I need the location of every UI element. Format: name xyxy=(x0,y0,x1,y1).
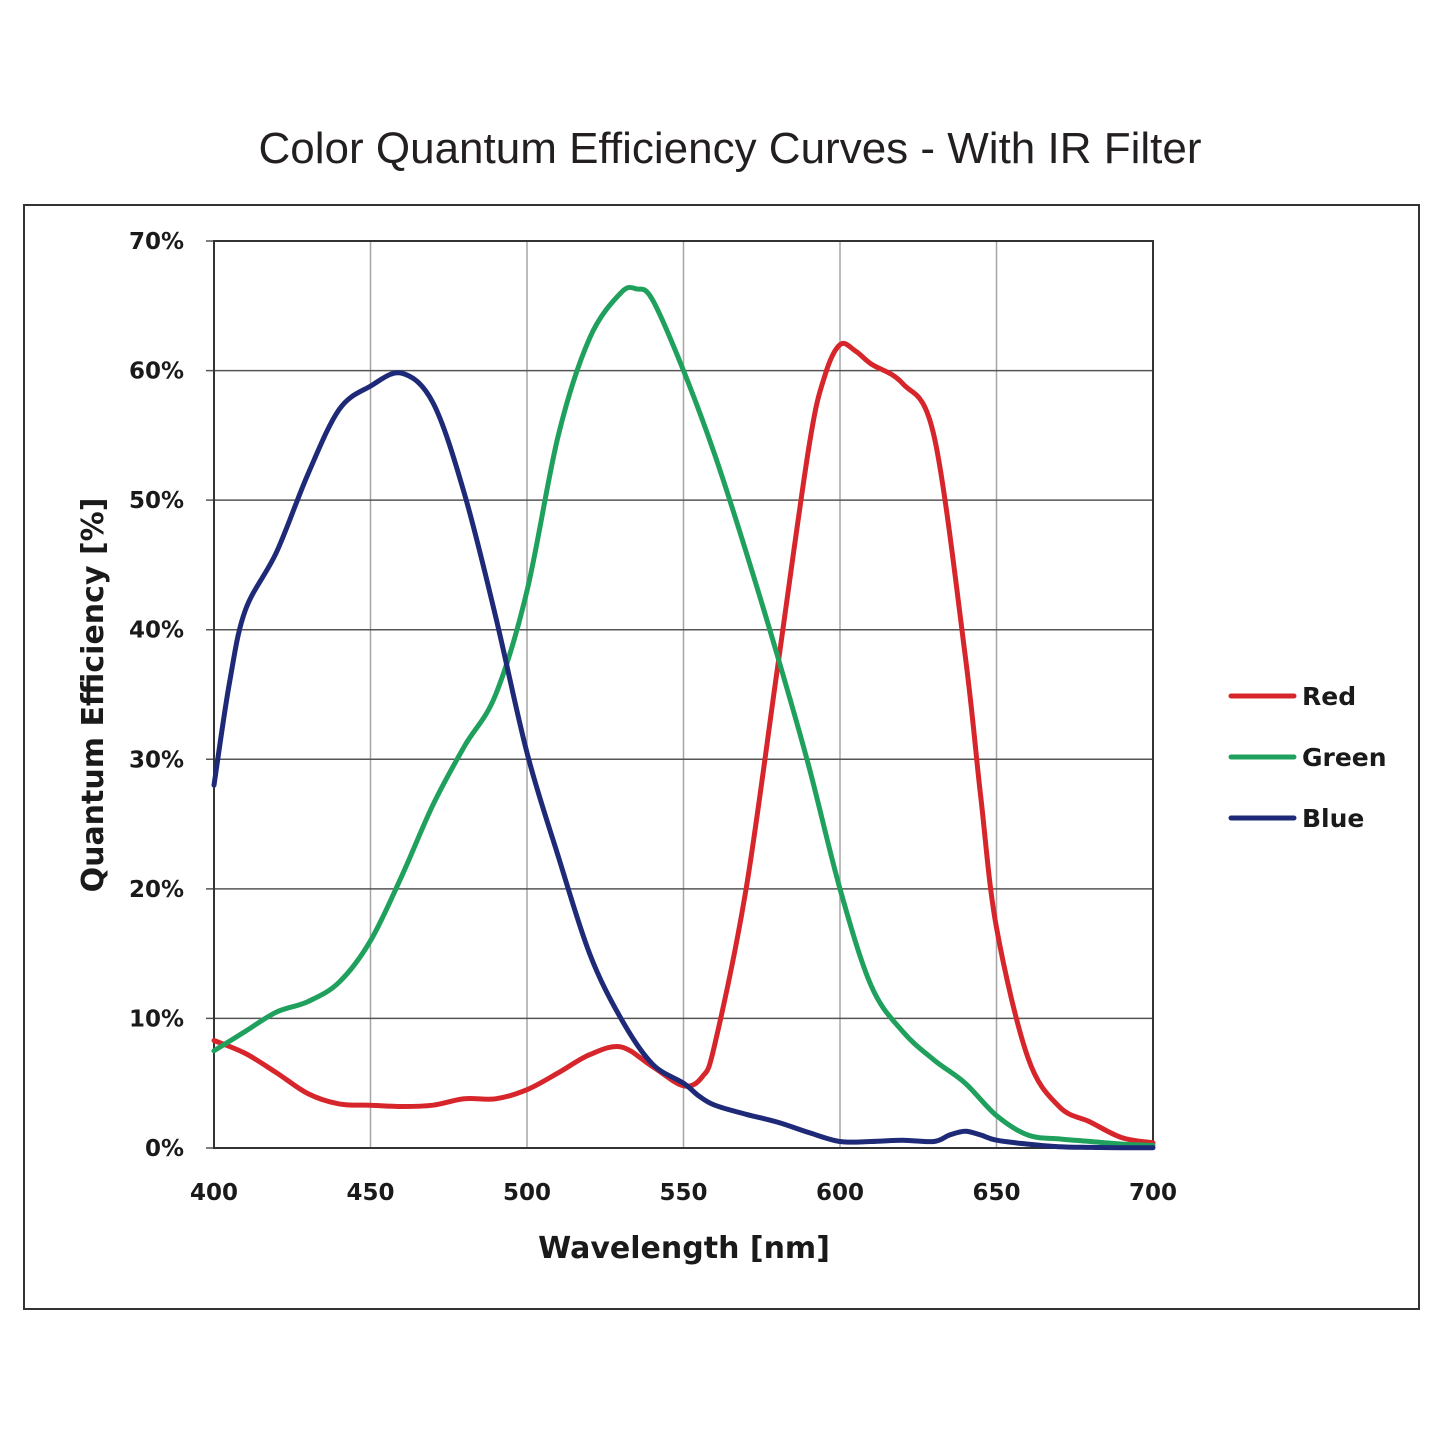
y-tick-label: 50% xyxy=(129,488,184,514)
series-lines xyxy=(211,284,1156,1151)
chart-title: Color Quantum Efficiency Curves - With I… xyxy=(258,124,1202,173)
series-line-blue xyxy=(211,370,1156,1151)
y-axis-label: Quantum Efficiency [%] xyxy=(76,498,111,893)
x-tick-label: 600 xyxy=(816,1180,864,1206)
plot-area xyxy=(213,240,1154,1149)
legend-label-red: Red xyxy=(1302,682,1356,711)
x-tick-label: 400 xyxy=(190,1180,238,1206)
y-tick-label: 60% xyxy=(129,359,184,385)
y-tick-label: 10% xyxy=(129,1006,184,1032)
x-tick-label: 650 xyxy=(972,1180,1020,1206)
grid-lines xyxy=(206,240,1154,1149)
x-tick-label: 450 xyxy=(346,1180,394,1206)
y-tick-label: 70% xyxy=(129,229,184,255)
y-tick-label: 30% xyxy=(129,747,184,773)
x-tick-labels: 400 450 500 550 600 650 700 xyxy=(190,1180,1177,1206)
y-tick-label: 0% xyxy=(145,1136,184,1162)
x-tick-label: 550 xyxy=(659,1180,707,1206)
y-tick-label: 40% xyxy=(129,618,184,644)
legend: Red Green Blue xyxy=(1228,682,1387,833)
series-line-green xyxy=(211,284,1156,1148)
y-tick-labels: 0% 10% 20% 30% 40% 50% 60% 70% xyxy=(129,229,184,1162)
y-tick-label: 20% xyxy=(129,877,184,903)
series-line-red xyxy=(211,340,1156,1146)
legend-label-blue: Blue xyxy=(1302,804,1364,833)
x-axis-label: Wavelength [nm] xyxy=(538,1231,830,1266)
x-tick-label: 700 xyxy=(1129,1180,1177,1206)
legend-label-green: Green xyxy=(1302,743,1387,772)
x-tick-label: 500 xyxy=(503,1180,551,1206)
chart-frame xyxy=(23,204,1420,1310)
